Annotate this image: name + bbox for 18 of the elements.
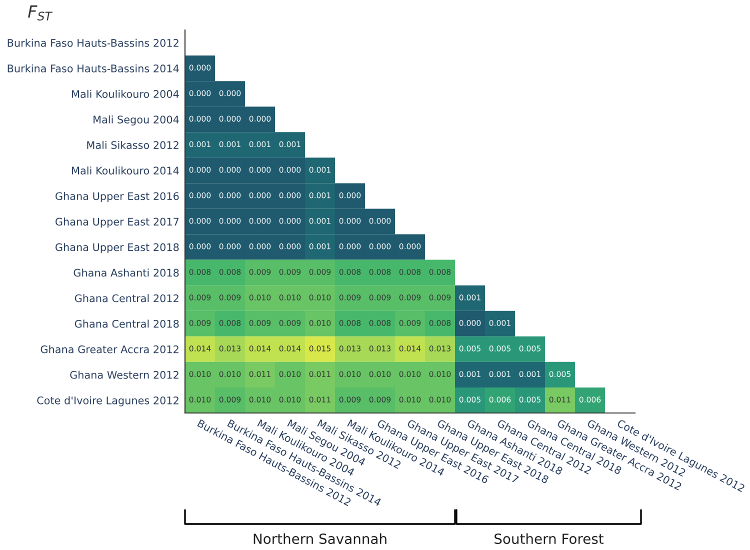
text: F$_{ST}$ [28, 5, 53, 20]
text: Southern Forest [494, 533, 604, 544]
y-tick-label: Burkina Faso Hauts-Bassins 2012 [8, 38, 178, 47]
y-tick-label: Ghana Upper East 2017 [56, 218, 179, 228]
text: Northern Savannah [254, 533, 386, 544]
y-tick-label: Cote d'Ivoire Lagunes 2012 [37, 396, 178, 406]
y-tick-label: Mali Sikasso 2012 [87, 140, 178, 150]
y-tick-label: Mali Segou 2004 [94, 115, 179, 126]
y-tick-label: Ghana Upper East 2018 [56, 243, 179, 254]
y-tick-label: Ghana Upper East 2016 [56, 192, 179, 202]
y-tick-label: Ghana Greater Accra 2012 [40, 345, 178, 354]
y-tick-label: Burkina Faso Hauts-Bassins 2014 [8, 64, 179, 72]
y-tick-label: Ghana Western 2012 [70, 370, 178, 379]
y-tick-label: Mali Koulikouro 2014 [72, 166, 179, 175]
y-tick-label: Ghana Central 2012 [74, 294, 178, 302]
y-tick-label: Mali Koulikouro 2004 [72, 90, 179, 98]
y-tick-label: Ghana Central 2018 [74, 320, 179, 328]
y-tick-label: Ghana Ashanti 2018 [74, 268, 179, 277]
